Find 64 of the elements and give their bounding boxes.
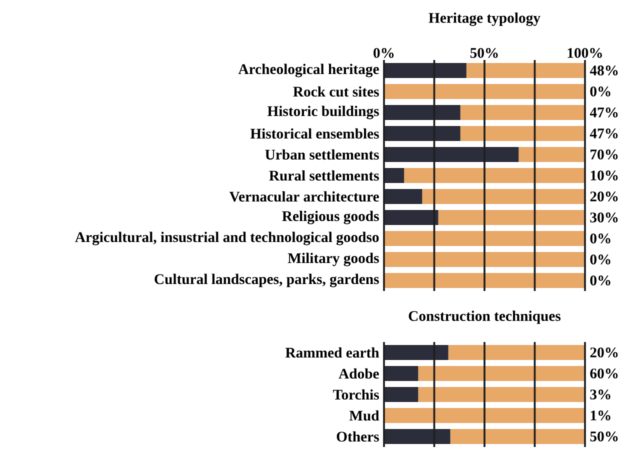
text: 3%	[590, 390, 610, 400]
bar	[384, 188, 422, 204]
y-tick-label: Adobe	[338, 368, 379, 379]
y-tick-label: Rock cut sites	[293, 86, 379, 97]
bar	[450, 428, 585, 444]
bar	[384, 272, 585, 288]
x-tick-label: 50%	[470, 48, 498, 58]
text: 47%	[590, 108, 618, 118]
y-tick-label: Urban settlements	[265, 149, 379, 160]
text: 60%	[590, 368, 618, 378]
chart-title: Heritage typology	[428, 12, 540, 26]
y-tick-label: Historic buildings	[267, 106, 379, 120]
y-tick-label: Archeological heritage	[238, 64, 379, 78]
bar	[384, 104, 460, 120]
y-tick-label: Vernacular architecture	[229, 191, 379, 202]
bar	[384, 84, 585, 99]
y-tick-label: Historical ensembles	[250, 128, 379, 139]
bar	[466, 62, 585, 78]
bar	[418, 386, 585, 402]
text: 0%	[590, 86, 610, 96]
text: 30%	[590, 212, 618, 222]
text: 20%	[590, 192, 618, 202]
bar	[384, 230, 585, 246]
chart-title: Construction techniques	[408, 310, 561, 324]
bar	[418, 366, 585, 381]
bar	[518, 146, 585, 162]
bar	[460, 126, 585, 141]
bar	[384, 408, 585, 423]
text: 10%	[590, 170, 618, 180]
text: 50%	[590, 432, 618, 442]
text: 1%	[590, 410, 610, 420]
bar	[422, 188, 585, 204]
y-tick-label: Religious goods	[282, 210, 379, 224]
bar	[384, 366, 418, 381]
y-tick-label: Mud	[349, 410, 380, 421]
bar	[384, 146, 519, 162]
text: 47%	[590, 128, 618, 138]
bar	[384, 126, 460, 141]
x-tick-label: 100%	[568, 48, 602, 58]
text: 0%	[590, 234, 610, 244]
text: 48%	[590, 66, 618, 76]
y-tick-label: Rural settlements	[269, 170, 379, 181]
bar	[404, 168, 585, 183]
bar	[460, 104, 585, 120]
y-tick-label: Rammed earth	[285, 347, 380, 358]
y-tick-label: Torchis	[333, 389, 379, 400]
text: 70%	[590, 150, 618, 160]
bar	[384, 252, 585, 267]
text: 0%	[590, 276, 610, 286]
bar	[384, 62, 466, 78]
bar	[384, 386, 418, 402]
y-tick-label: Others	[336, 431, 379, 442]
bar	[438, 210, 585, 225]
y-tick-label: Argicultural, insustrial and technological goodso	[75, 232, 379, 246]
x-tick-label: 0%	[374, 48, 394, 58]
bar	[384, 344, 448, 360]
bar	[448, 344, 585, 360]
text: 0%	[590, 254, 610, 264]
text: 20%	[590, 348, 618, 358]
bar	[384, 428, 450, 444]
y-tick-label: Military goods	[288, 252, 379, 266]
bar	[384, 168, 404, 183]
y-tick-label: Cultural landscapes, parks, gardens	[154, 274, 379, 288]
bar	[384, 210, 438, 225]
